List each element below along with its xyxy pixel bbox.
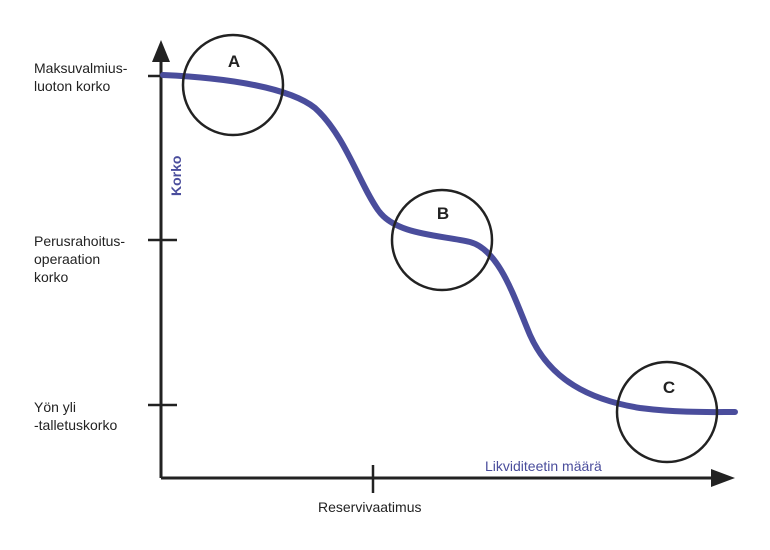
demand-curve xyxy=(160,72,738,416)
region-circle-a xyxy=(181,33,285,137)
y-axis-arrow xyxy=(152,40,170,62)
y-tick-label-overnight-deposit: Yön yli -talletuskorko xyxy=(34,399,118,433)
region-label-a: A xyxy=(227,52,241,71)
x-axis-title: Likviditeetin määrä xyxy=(485,458,602,474)
x-axis-arrow xyxy=(711,469,735,487)
region-circle-c xyxy=(615,360,719,464)
y-tick-label-marginal-lending: Maksuvalmius- luoton korko xyxy=(34,60,128,94)
region-label-b: B xyxy=(436,204,450,223)
y-axis-title: Korko xyxy=(168,155,184,196)
region-label-c: C xyxy=(662,378,676,397)
region-circle-b xyxy=(390,188,494,292)
y-tick-label-main-refinancing: Perusrahoitus- operaation korko xyxy=(34,233,126,285)
x-tick-label-reserve-requirement: Reservivaatimus xyxy=(318,499,422,515)
